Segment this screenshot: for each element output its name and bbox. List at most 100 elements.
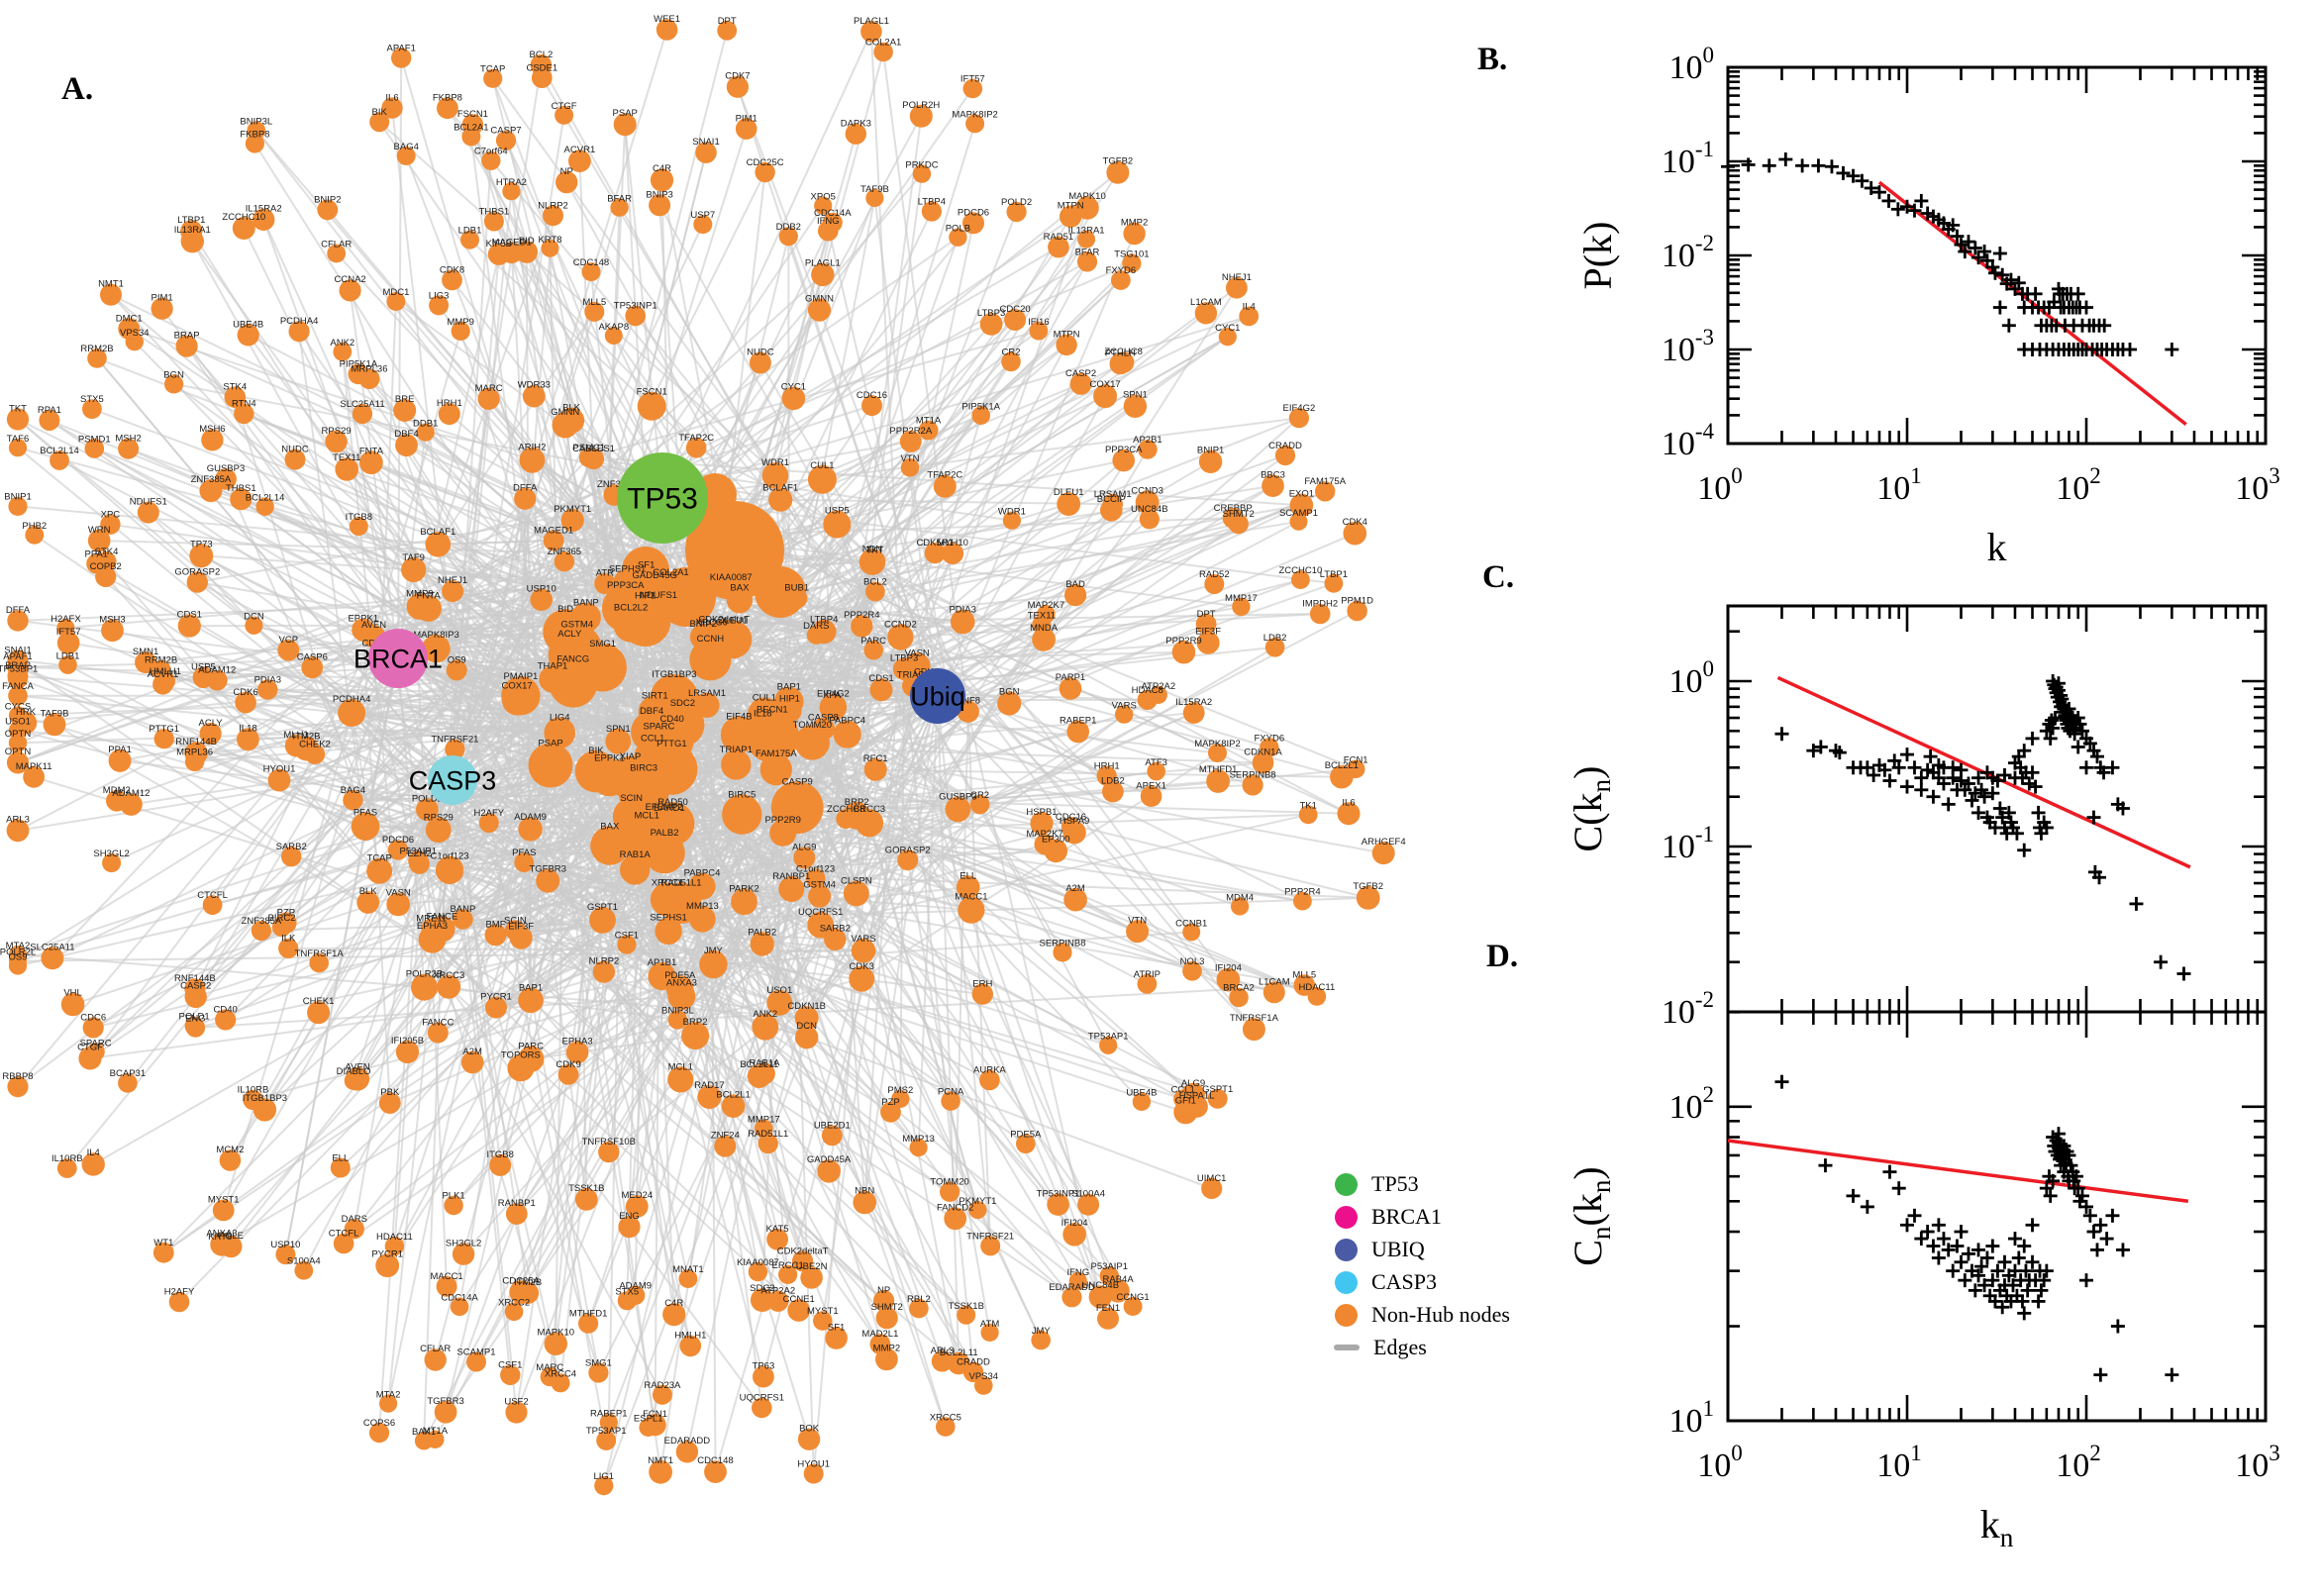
svg-text:TP53INP1: TP53INP1 [1037,1188,1080,1199]
svg-text:PCDHA4: PCDHA4 [333,694,371,705]
svg-text:BCL2L11: BCL2L11 [740,1059,778,1070]
svg-text:ELL: ELL [332,1153,349,1164]
svg-text:CDC20: CDC20 [1000,304,1031,315]
svg-text:PALB2: PALB2 [748,927,776,938]
svg-text:MAPK8IP3: MAPK8IP3 [413,630,458,641]
svg-text:HIP1: HIP1 [635,591,656,602]
svg-text:CSDE1: CSDE1 [526,62,557,73]
svg-text:CDC14A: CDC14A [441,1293,478,1304]
svg-text:PZP: PZP [881,1097,899,1108]
svg-text:BCLAF1: BCLAF1 [762,483,798,494]
svg-text:ARHGEF4: ARHGEF4 [1362,837,1406,848]
svg-text:BCLAF1: BCLAF1 [420,527,455,538]
svg-text:TAF9B: TAF9B [41,708,69,719]
tp53-dot-icon [1335,1172,1358,1196]
svg-text:PPP2R9: PPP2R9 [764,815,800,826]
svg-text:RAB4A: RAB4A [1103,1274,1135,1285]
svg-text:VPS34: VPS34 [969,1371,999,1382]
svg-text:IFI204: IFI204 [1215,963,1242,974]
svg-text:RAD17: RAD17 [694,1080,725,1091]
svg-text:MLH1: MLH1 [283,730,308,741]
svg-text:ACVR1: ACVR1 [564,145,596,155]
svg-text:MAP2K7: MAP2K7 [1028,600,1065,611]
panel-a-label: A. [61,71,94,107]
svg-text:BRP2: BRP2 [845,797,869,808]
svg-text:ILK: ILK [281,934,296,945]
svg-text:MAD2L1: MAD2L1 [861,1329,898,1340]
svg-text:CASP2: CASP2 [180,981,211,992]
svg-text:COX17: COX17 [502,680,533,691]
svg-text:USO1: USO1 [766,985,792,996]
svg-text:STK4: STK4 [95,547,119,557]
svg-text:MDM2: MDM2 [103,785,131,796]
svg-text:CASP6: CASP6 [297,651,328,662]
svg-text:BCAP31: BCAP31 [110,1068,146,1079]
svg-text:MNAT1: MNAT1 [672,1264,704,1275]
svg-text:BIK: BIK [588,746,604,756]
svg-text:XRCC1: XRCC1 [652,878,683,889]
svg-text:UIMC1: UIMC1 [1197,1173,1227,1184]
svg-text:PMAIP1: PMAIP1 [503,671,538,682]
svg-text:SNAI1: SNAI1 [692,137,719,148]
svg-text:ANXA3: ANXA3 [206,1228,237,1239]
svg-text:ITM2B: ITM2B [514,1277,542,1288]
svg-text:TAF6: TAF6 [7,434,30,445]
svg-text:SNAI1: SNAI1 [4,645,31,655]
svg-text:ATM: ATM [980,1319,999,1330]
svg-text:MT1A: MT1A [423,1426,449,1437]
svg-text:BRE: BRE [395,394,415,405]
svg-text:CFLAR: CFLAR [321,240,352,250]
svg-text:SCIN: SCIN [620,793,643,804]
svg-text:FXYD6: FXYD6 [1106,265,1137,276]
svg-text:COPB2: COPB2 [90,561,122,572]
svg-text:C4R: C4R [664,1298,683,1309]
svg-text:SH3GL2: SH3GL2 [93,848,129,859]
svg-text:BCL2L11: BCL2L11 [940,1347,978,1358]
svg-text:P53AIP1: P53AIP1 [400,846,438,856]
svg-text:JMY: JMY [704,946,724,956]
svg-text:SCAMP1: SCAMP1 [456,1347,495,1357]
svg-text:TOPORS: TOPORS [501,1049,541,1060]
svg-text:PDE5A: PDE5A [664,970,696,981]
svg-text:KIAA0087: KIAA0087 [737,1257,779,1268]
svg-text:IL6: IL6 [385,92,398,103]
svg-text:RANBP1: RANBP1 [498,1198,536,1209]
svg-text:H2AFY: H2AFY [473,808,504,819]
svg-text:MSH2: MSH2 [115,434,141,445]
svg-text:RAB1A: RAB1A [620,849,652,860]
svg-text:BLK: BLK [359,886,378,897]
svg-text:RAD51L1: RAD51L1 [660,877,701,888]
svg-text:L1CAM: L1CAM [1259,976,1290,987]
svg-text:IL18: IL18 [754,709,772,720]
svg-text:ENG: ENG [619,1211,640,1222]
svg-text:VASN: VASN [386,888,411,899]
svg-text:EPPK1: EPPK1 [348,614,378,625]
svg-text:ITGB1BP3: ITGB1BP3 [243,1093,287,1104]
svg-text:IFNG: IFNG [1066,1267,1089,1278]
svg-text:RRM2B: RRM2B [80,344,113,354]
svg-text:PIM1: PIM1 [152,293,173,304]
svg-text:CDC6: CDC6 [80,1012,106,1023]
svg-text:AURKA: AURKA [973,1065,1006,1076]
svg-text:PLAGL1: PLAGL1 [854,16,889,27]
svg-text:NHEJ1: NHEJ1 [438,575,467,586]
svg-text:BAP1: BAP1 [777,682,801,693]
svg-text:BCCIP: BCCIP [1097,494,1126,505]
svg-text:POLD2: POLD2 [1001,197,1032,208]
svg-text:VASN: VASN [905,648,930,658]
svg-text:IL10RB: IL10RB [238,1085,269,1096]
legend-label: CASP3 [1371,1269,1438,1294]
svg-text:MMP9: MMP9 [406,588,433,599]
svg-text:RAB1A: RAB1A [749,1057,780,1068]
svg-text:PDIA3: PDIA3 [949,605,975,616]
legend-label: Edges [1373,1335,1427,1359]
svg-text:BGN: BGN [999,687,1020,698]
svg-text:NDUFS1: NDUFS1 [640,590,677,601]
svg-text:VARS: VARS [1112,700,1137,711]
svg-text:WRN: WRN [88,525,111,536]
svg-text:TNFRSF21: TNFRSF21 [431,735,478,746]
svg-text:CDS1: CDS1 [868,673,893,684]
svg-text:IL6: IL6 [1342,797,1355,808]
svg-text:P(k): P(k) [1575,222,1620,290]
svg-text:TP53AP1: TP53AP1 [1088,1032,1129,1043]
